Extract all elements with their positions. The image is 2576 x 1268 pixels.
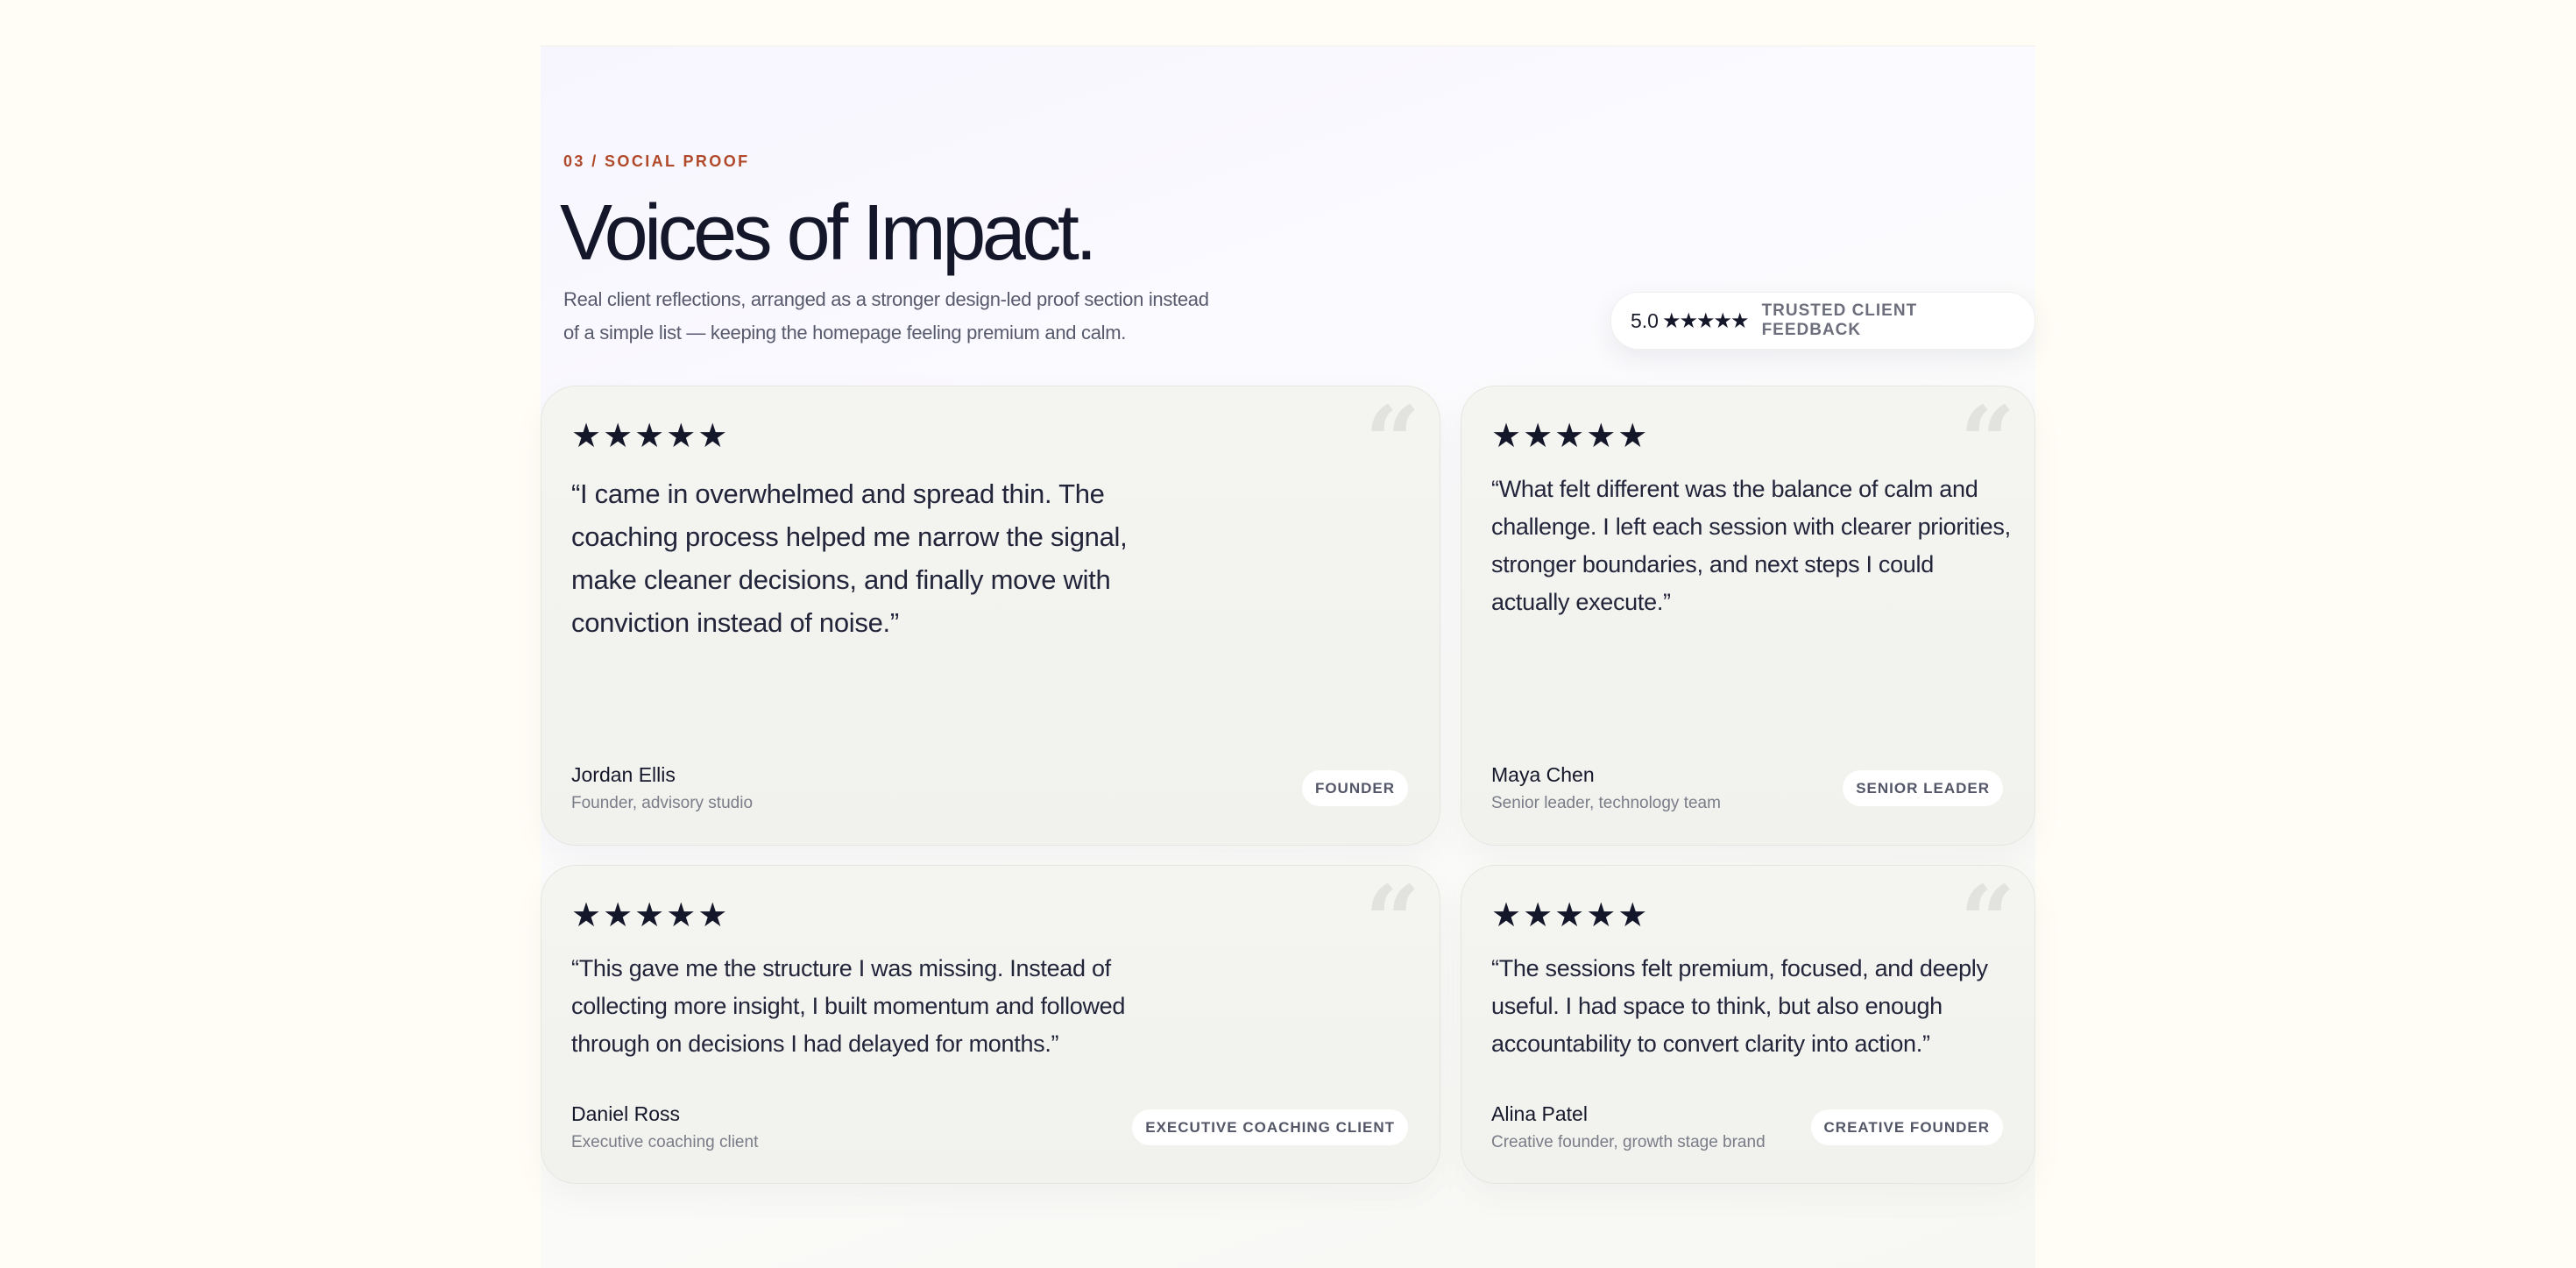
- star-icons: ★★★★★: [1661, 308, 1750, 333]
- testimonial-quote: “This gave me the structure I was missin…: [571, 955, 1126, 1057]
- testimonial-card: ★★★★★ “ “This gave me the structure I wa…: [541, 865, 1440, 1184]
- star-icons: ★★★★★: [571, 897, 730, 934]
- testimonial-quote: “What felt different was the balance of …: [1491, 476, 2011, 615]
- client-role: Senior leader, technology team: [1491, 794, 1721, 812]
- testimonial-quote: “I came in overwhelmed and spread thin. …: [571, 478, 1128, 638]
- testimonial-quote: “The sessions felt premium, focused, and…: [1491, 955, 1988, 1057]
- rating-label: TRUSTED CLIENT FEEDBACK: [1761, 301, 1918, 339]
- client-role: Founder, advisory studio: [571, 794, 754, 812]
- section-eyebrow: 03 / SOCIAL PROOF: [563, 152, 750, 170]
- star-icons: ★★★★★: [1491, 418, 1650, 455]
- social-proof-section: 03 / SOCIAL PROOF Voices of Impact. Real…: [541, 46, 2035, 1268]
- client-role: Creative founder, growth stage brand: [1491, 1133, 1766, 1151]
- client-name: Daniel Ross: [571, 1102, 680, 1125]
- testimonial-card: ★★★★★ “ “What felt different was the bal…: [1461, 386, 2035, 846]
- rating-score: 5.0: [1631, 308, 1659, 332]
- client-tag: EXECUTIVE COACHING CLIENT: [1132, 1109, 1408, 1145]
- client-tag: CREATIVE FOUNDER: [1810, 1109, 2003, 1145]
- client-name: Jordan Ellis: [571, 763, 676, 786]
- quote-icon: “: [1959, 864, 2015, 977]
- quote-icon: “: [1364, 385, 1420, 498]
- star-icons: ★★★★★: [571, 418, 730, 455]
- client-role: Executive coaching client: [571, 1133, 759, 1151]
- star-icons: ★★★★★: [1491, 897, 1650, 934]
- client-tag: FOUNDER: [1301, 770, 1408, 806]
- client-name: Alina Patel: [1491, 1102, 1588, 1125]
- testimonial-card: ★★★★★ “ “The sessions felt premium, focu…: [1461, 865, 2035, 1184]
- client-tag: SENIOR LEADER: [1843, 770, 2003, 806]
- rating-badge: 5.0 ★★★★★ TRUSTED CLIENT FEEDBACK: [1610, 292, 2035, 350]
- testimonial-card: ★★★★★ “ “I came in overwhelmed and sprea…: [541, 386, 1440, 846]
- quote-icon: “: [1364, 864, 1420, 977]
- section-title: Voices of Impact.: [560, 189, 1097, 277]
- section-subtitle: Real client reflections, arranged as a s…: [563, 288, 1209, 344]
- client-name: Maya Chen: [1491, 763, 1595, 786]
- quote-icon: “: [1959, 385, 2015, 498]
